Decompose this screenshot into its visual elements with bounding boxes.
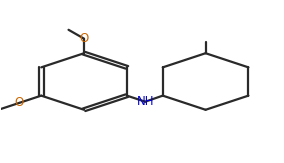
Text: O: O	[14, 96, 24, 109]
Text: NH: NH	[137, 95, 154, 108]
Text: O: O	[80, 32, 89, 45]
